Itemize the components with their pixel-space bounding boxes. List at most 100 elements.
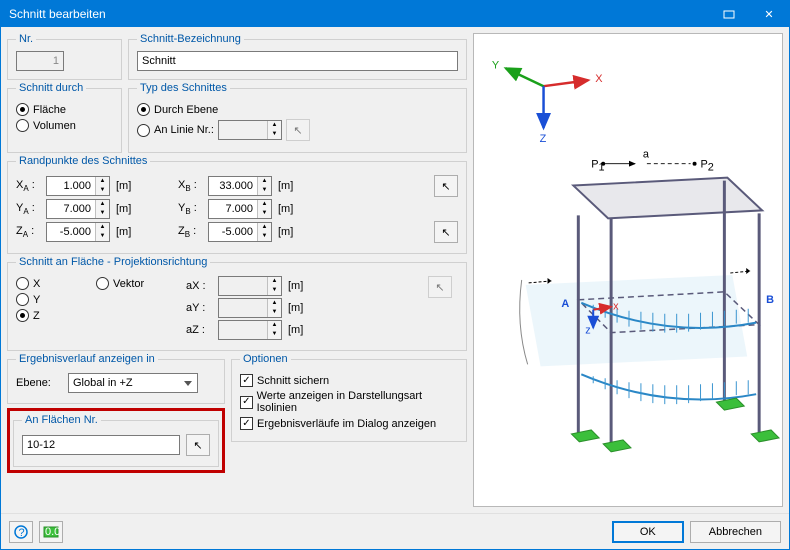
svg-text:x: x [613,301,619,313]
ZA-stepper[interactable]: ▲▼ [46,222,110,242]
pick-point-b-icon[interactable]: ↖ [434,221,458,243]
label-opt-1: Werte anzeigen in Darstellungsart Isolin… [257,390,458,414]
svg-text:Y: Y [492,59,500,71]
svg-text:Z: Z [540,133,547,145]
YB-stepper[interactable]: ▲▼ [208,199,272,219]
cancel-button[interactable]: Abbrechen [690,521,781,543]
aY-stepper: ▲▼ [218,298,282,318]
label-schnitt-durch-1: Volumen [33,120,76,132]
label-proj-X: X [33,278,40,290]
nr-field [16,51,64,71]
legend-nr: Nr. [16,33,36,45]
label-aY :: aY : [186,302,212,314]
label-ebene: Ebene: [16,377,62,389]
check-opt-2[interactable] [240,417,253,430]
label-durch-ebene: Durch Ebene [154,104,218,116]
dialog-window: Schnitt bearbeiten ✕ Nr. Schnitt-Bezeich… [0,0,790,550]
check-opt-0[interactable] [240,374,253,387]
legend-opt: Optionen [240,353,291,365]
radio-vektor[interactable] [96,277,109,290]
radio-proj-X[interactable] [16,277,29,290]
unit: [m] [116,226,136,238]
radio-proj-Y[interactable] [16,293,29,306]
svg-text:B: B [766,294,774,306]
radio-proj-Z[interactable] [16,309,29,322]
radio-schnitt-durch-0[interactable] [16,103,29,116]
XA-stepper[interactable]: ▲▼ [46,176,110,196]
label-an-linie: An Linie Nr.: [154,124,214,136]
check-opt-1[interactable] [240,396,253,409]
close-icon[interactable]: ✕ [749,1,789,27]
XB-stepper[interactable]: ▲▼ [208,176,272,196]
help-icon[interactable]: ? [9,521,33,543]
dialog-footer: ? 0.00 OK Abbrechen [1,513,789,549]
radio-an-linie[interactable] [137,124,150,137]
unit: [m] [288,280,303,292]
unit: [m] [278,203,298,215]
legend-typ: Typ des Schnittes [137,82,230,94]
flaechen-nr-field[interactable] [22,435,180,455]
pick-surface-icon[interactable]: ↖ [186,434,210,456]
svg-text:A: A [561,298,569,310]
label-vektor: Vektor [113,278,144,290]
unit: [m] [278,226,298,238]
svg-text:?: ? [19,527,25,539]
radio-durch-ebene[interactable] [137,103,150,116]
YA-stepper[interactable]: ▲▼ [46,199,110,219]
group-bezeichnung: Schnitt-Bezeichnung [128,33,467,80]
svg-text:P2: P2 [701,159,714,174]
label-XB: XB : [178,179,202,193]
ok-button[interactable]: OK [612,521,684,543]
left-panel: Nr. Schnitt-Bezeichnung Schnitt durch Fl… [7,33,467,507]
group-optionen: Optionen Schnitt sichernWerte anzeigen i… [231,353,467,442]
dialog-body: Nr. Schnitt-Bezeichnung Schnitt durch Fl… [1,27,789,513]
label-YA: YA : [16,202,40,216]
label-XA: XA : [16,179,40,193]
pick-vector-icon: ↖ [428,276,452,298]
label-opt-2: Ergebnisverläufe im Dialog anzeigen [257,418,436,430]
linie-nr-stepper: ▲▼ [218,120,282,140]
label-schnitt-durch-0: Fläche [33,104,66,116]
label-ZB: ZB : [178,225,202,239]
unit: [m] [116,180,136,192]
unit: [m] [278,180,298,192]
svg-text:X: X [595,73,603,85]
legend-randpunkte: Randpunkte des Schnittes [16,155,150,167]
aX-stepper: ▲▼ [218,276,282,296]
group-ergebnisverlauf: Ergebnisverlauf anzeigen in Ebene: Globa… [7,353,225,404]
pick-line-icon: ↖ [286,119,310,141]
preview-panel: X Y Z P1 a P2 [473,33,783,507]
unit: [m] [288,324,303,336]
svg-text:z: z [585,325,590,337]
titlebar: Schnitt bearbeiten ✕ [1,1,789,27]
pick-point-a-icon[interactable]: ↖ [434,175,458,197]
bezeichnung-field[interactable] [137,51,458,71]
legend-bez: Schnitt-Bezeichnung [137,33,244,45]
label-aX :: aX : [186,280,212,292]
group-schnitt-durch: Schnitt durch Fläche Volumen [7,82,122,153]
restore-icon[interactable] [709,1,749,27]
legend-flaechen: An Flächen Nr. [22,414,101,426]
group-projektion: Schnitt an Fläche - Projektionsrichtung … [7,256,467,351]
group-randpunkte: Randpunkte des Schnittes XA : ▲▼ [m] XB … [7,155,467,254]
aZ-stepper: ▲▼ [218,320,282,340]
group-an-flaechen: An Flächen Nr. ↖ [13,414,219,467]
ebene-select[interactable]: Global in +Z [68,373,198,393]
legend-schnitt-durch: Schnitt durch [16,82,86,94]
window-title: Schnitt bearbeiten [9,7,709,21]
radio-schnitt-durch-1[interactable] [16,119,29,132]
legend-erg: Ergebnisverlauf anzeigen in [16,353,158,365]
group-typ: Typ des Schnittes Durch Ebene An Linie N… [128,82,467,153]
unit: [m] [116,203,136,215]
unit: [m] [288,302,303,314]
label-YB: YB : [178,202,202,216]
svg-text:a: a [643,149,650,161]
group-nr: Nr. [7,33,122,80]
highlight-an-flaechen: An Flächen Nr. ↖ [7,408,225,473]
ZB-stepper[interactable]: ▲▼ [208,222,272,242]
units-icon[interactable]: 0.00 [39,521,63,543]
svg-text:P1: P1 [591,159,604,174]
label-aZ :: aZ : [186,324,212,336]
label-proj-Z: Z [33,310,40,322]
label-proj-Y: Y [33,294,40,306]
